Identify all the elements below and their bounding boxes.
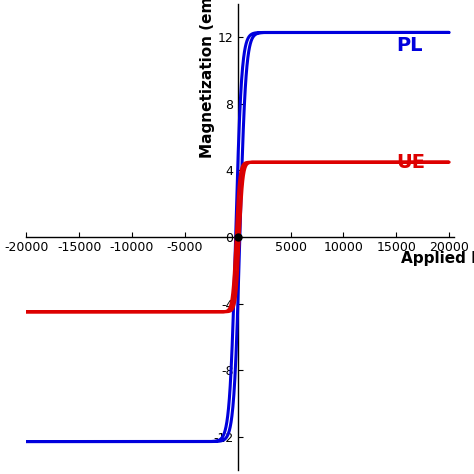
- Y-axis label: Magnetization (emu/g): Magnetization (emu/g): [200, 0, 215, 158]
- Text: PL: PL: [396, 36, 423, 55]
- Text: UE: UE: [396, 153, 425, 172]
- X-axis label: Applied Field (: Applied Field (: [401, 251, 474, 266]
